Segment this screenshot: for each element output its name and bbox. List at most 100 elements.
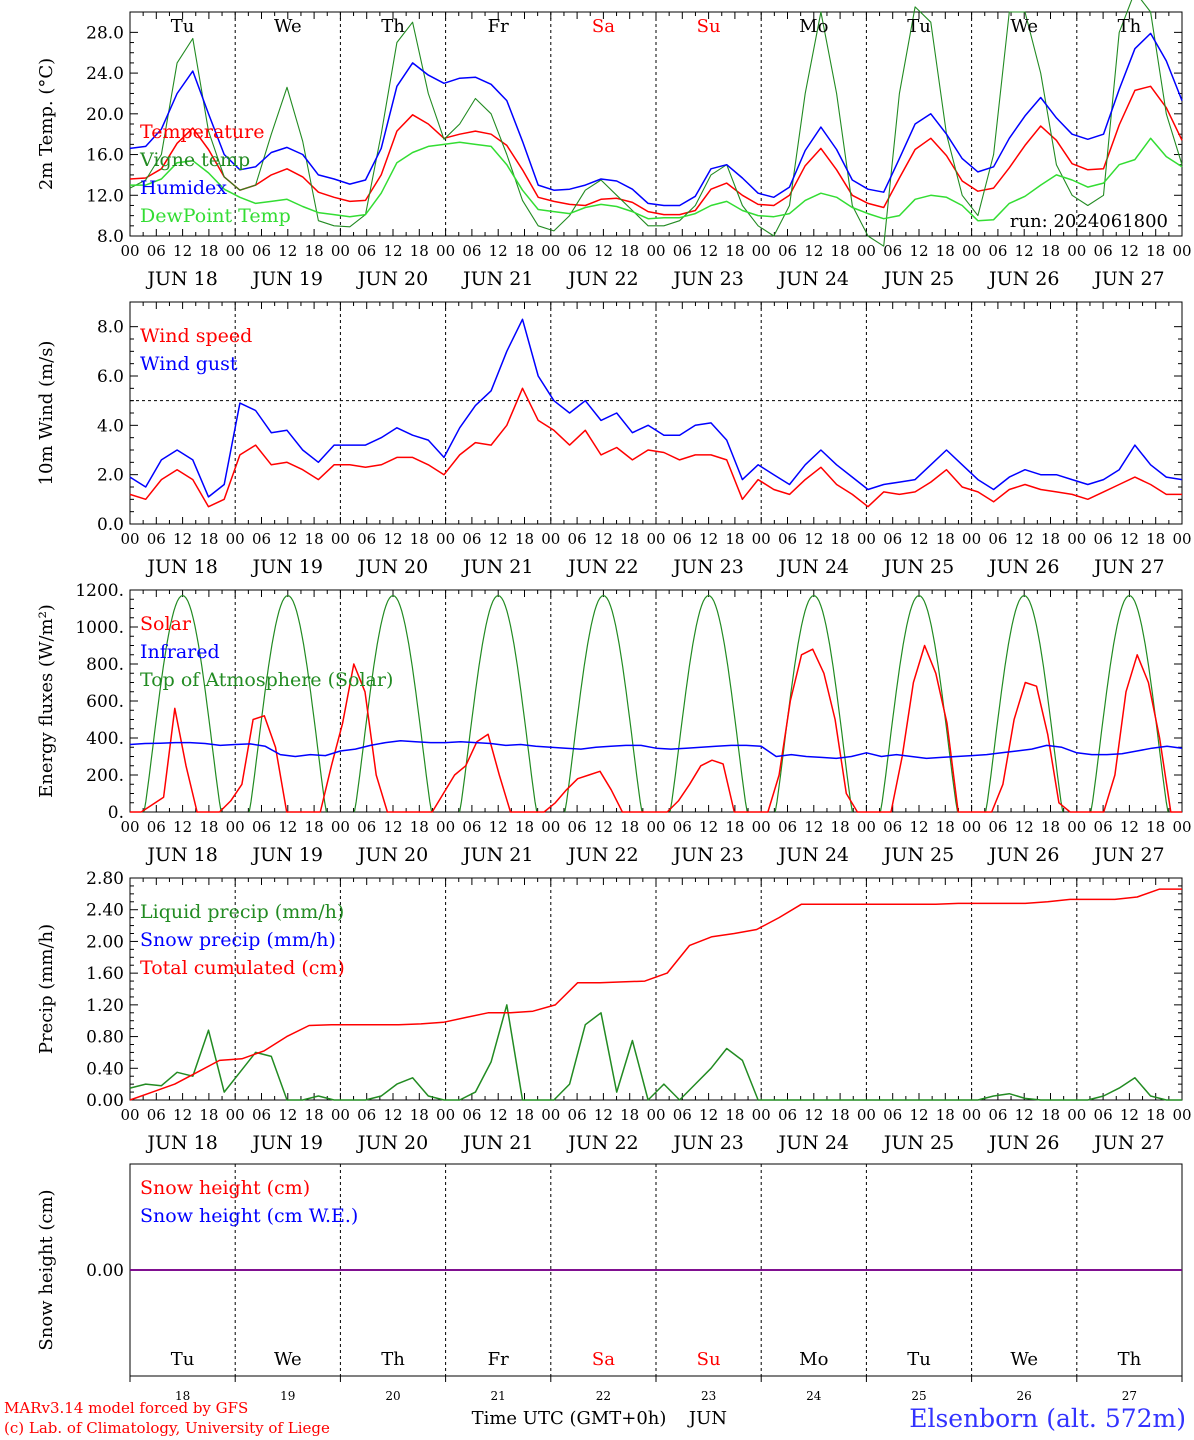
temp-hour-label: 12 bbox=[1015, 242, 1034, 260]
temp-hour-label: 06 bbox=[988, 242, 1007, 260]
station-label: Elsenborn (alt. 572m) bbox=[909, 1404, 1186, 1433]
temp-hour-label: 12 bbox=[383, 242, 402, 260]
wind-hour-label: 06 bbox=[357, 530, 376, 548]
flux-hour-label: 00 bbox=[331, 818, 350, 836]
precip-hour-label: 12 bbox=[278, 1106, 297, 1124]
temp-y-tick-label: 24.0 bbox=[86, 64, 124, 84]
wind-hour-label: 12 bbox=[489, 530, 508, 548]
snow-weekday-label: Th bbox=[381, 1349, 405, 1370]
precip-date-label: JUN 23 bbox=[671, 1132, 743, 1154]
wind-hour-label: 12 bbox=[594, 530, 613, 548]
flux-hour-label: 06 bbox=[147, 818, 166, 836]
flux-date-label: JUN 24 bbox=[777, 844, 849, 866]
temp-hour-label: 18 bbox=[1146, 242, 1165, 260]
snow-legend-entry: Snow height (cm) bbox=[140, 1177, 310, 1199]
precip-hour-label: 00 bbox=[1172, 1106, 1191, 1124]
temp-hour-label: 12 bbox=[804, 242, 823, 260]
precip-hour-label: 00 bbox=[1067, 1106, 1086, 1124]
flux-y-tick-label: 1200. bbox=[75, 581, 124, 601]
precip-y-tick-label: 1.60 bbox=[86, 964, 124, 984]
wind-hour-label: 18 bbox=[1146, 530, 1165, 548]
flux-hour-label: 18 bbox=[725, 818, 744, 836]
wind-hour-label: 18 bbox=[410, 530, 429, 548]
precip-date-label: JUN 19 bbox=[251, 1132, 323, 1154]
wind-date-label: JUN 27 bbox=[1092, 556, 1164, 578]
snow-day-number: 23 bbox=[701, 1389, 716, 1403]
precip-hour-label: 18 bbox=[410, 1106, 429, 1124]
weekday-label: We bbox=[274, 16, 302, 37]
flux-hour-label: 06 bbox=[462, 818, 481, 836]
precip-y-tick-label: 2.80 bbox=[86, 869, 124, 889]
temp-hour-label: 00 bbox=[857, 242, 876, 260]
wind-hour-label: 06 bbox=[568, 530, 587, 548]
flux-hour-label: 12 bbox=[1120, 818, 1139, 836]
precip-date-label: JUN 27 bbox=[1092, 1132, 1164, 1154]
precip-date-label: JUN 24 bbox=[777, 1132, 849, 1154]
wind-hour-label: 12 bbox=[278, 530, 297, 548]
weekday-label: Tu bbox=[171, 16, 195, 37]
flux-hour-label: 00 bbox=[226, 818, 245, 836]
wind-hour-label: 00 bbox=[857, 530, 876, 548]
temp-y-tick-label: 8.0 bbox=[97, 227, 124, 247]
snow-weekday-label: Tu bbox=[907, 1349, 931, 1370]
wind-hour-label: 06 bbox=[883, 530, 902, 548]
temp-hour-label: 18 bbox=[199, 242, 218, 260]
precip-hour-label: 06 bbox=[883, 1106, 902, 1124]
temp-hour-label: 00 bbox=[331, 242, 350, 260]
precip-hour-label: 00 bbox=[331, 1106, 350, 1124]
temp-hour-label: 18 bbox=[305, 242, 324, 260]
precip-hour-label: 00 bbox=[436, 1106, 455, 1124]
temp-date-label: JUN 19 bbox=[251, 268, 323, 290]
wind-hour-label: 00 bbox=[752, 530, 771, 548]
flux-date-label: JUN 26 bbox=[987, 844, 1059, 866]
flux-y-tick-label: 800. bbox=[86, 655, 124, 675]
flux-hour-label: 12 bbox=[699, 818, 718, 836]
precip-hour-label: 00 bbox=[120, 1106, 139, 1124]
wind-hour-label: 00 bbox=[541, 530, 560, 548]
snow-weekday-label: Tu bbox=[171, 1349, 195, 1370]
wind-hour-label: 18 bbox=[936, 530, 955, 548]
x-axis-label: Time UTC (GMT+0h) bbox=[472, 1408, 667, 1429]
flux-hour-label: 18 bbox=[305, 818, 324, 836]
precip-hour-label: 12 bbox=[699, 1106, 718, 1124]
precip-legend-entry: Snow precip (mm/h) bbox=[140, 929, 336, 951]
wind-hour-label: 18 bbox=[305, 530, 324, 548]
precip-y-tick-label: 2.00 bbox=[86, 932, 124, 952]
temp-hour-label: 00 bbox=[120, 242, 139, 260]
temp-date-label: JUN 21 bbox=[461, 268, 533, 290]
flux-legend-entry: Solar bbox=[140, 613, 192, 635]
flux-hour-label: 00 bbox=[120, 818, 139, 836]
temp-hour-label: 00 bbox=[1172, 242, 1191, 260]
precip-hour-label: 12 bbox=[489, 1106, 508, 1124]
precip-hour-label: 18 bbox=[515, 1106, 534, 1124]
flux-hour-label: 00 bbox=[857, 818, 876, 836]
snow-day-number: 25 bbox=[911, 1389, 926, 1403]
precip-hour-label: 12 bbox=[173, 1106, 192, 1124]
snow-weekday-label: We bbox=[274, 1349, 302, 1370]
temp-hour-label: 00 bbox=[226, 242, 245, 260]
precip-hour-label: 12 bbox=[804, 1106, 823, 1124]
snow-day-number: 27 bbox=[1122, 1389, 1137, 1403]
precip-hour-label: 00 bbox=[541, 1106, 560, 1124]
flux-y-axis-label: Energy fluxes (W/m²) bbox=[36, 604, 57, 798]
precip-hour-label: 06 bbox=[568, 1106, 587, 1124]
wind-hour-label: 06 bbox=[673, 530, 692, 548]
temp-hour-label: 06 bbox=[357, 242, 376, 260]
flux-series-1 bbox=[129, 740, 1183, 760]
wind-hour-label: 12 bbox=[1015, 530, 1034, 548]
snow-legend-entry: Snow height (cm W.E.) bbox=[140, 1205, 358, 1227]
temp-hour-label: 18 bbox=[725, 242, 744, 260]
snow-day-number: 24 bbox=[806, 1389, 822, 1403]
flux-date-label: JUN 18 bbox=[145, 844, 217, 866]
snow-weekday-label: Su bbox=[697, 1349, 721, 1370]
flux-date-label: JUN 19 bbox=[251, 844, 323, 866]
precip-hour-label: 12 bbox=[594, 1106, 613, 1124]
temp-hour-label: 18 bbox=[936, 242, 955, 260]
precip-hour-label: 18 bbox=[305, 1106, 324, 1124]
temp-hour-label: 12 bbox=[173, 242, 192, 260]
temp-date-label: JUN 24 bbox=[777, 268, 849, 290]
precip-date-label: JUN 22 bbox=[566, 1132, 638, 1154]
precip-hour-label: 18 bbox=[831, 1106, 850, 1124]
precip-hour-label: 00 bbox=[226, 1106, 245, 1124]
